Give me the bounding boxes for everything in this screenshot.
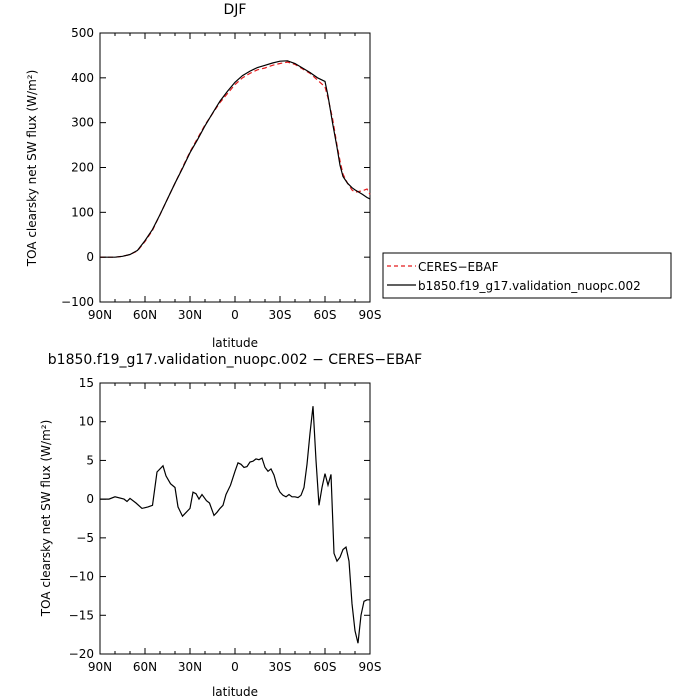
x-tick-label: 90N xyxy=(88,308,112,322)
x-axis-label: latitude xyxy=(212,685,258,699)
chart-title: DJF xyxy=(224,2,247,18)
y-tick-label: 15 xyxy=(79,376,94,390)
y-tick-label: −20 xyxy=(69,647,94,661)
y-axis-label: TOA clearsky net SW flux (W/m²) xyxy=(25,70,39,268)
series-group xyxy=(100,406,370,644)
legend-label-ceres: CERES−EBAF xyxy=(418,260,499,274)
x-tick-label: 60S xyxy=(314,660,337,674)
y-tick-label: 10 xyxy=(79,415,94,429)
chart-djf: DJF latitude 90N 60N 30N 0 30S 60S 90S 500 400 30… xyxy=(25,2,672,350)
y-tick-label: −100 xyxy=(61,295,94,309)
plot-frame xyxy=(99,382,371,655)
series-line-1 xyxy=(100,60,371,258)
x-tick-label: 30S xyxy=(269,660,292,674)
y-axis-label: TOA clearsky net SW flux (W/m²) xyxy=(39,420,53,618)
y-tick-label: −15 xyxy=(69,608,94,622)
chart-difference: b1850.f19_g17.validation_nuopc.002 − CER… xyxy=(39,352,422,699)
x-tick-label: 90S xyxy=(359,308,382,322)
x-tick-label: 30N xyxy=(178,660,202,674)
axes: 90N 60N 30N 0 30S 60S 90S 500 400 300 200 100 0 −100 xyxy=(61,26,381,322)
x-tick-label: 90N xyxy=(88,660,112,674)
y-tick-label: 0 xyxy=(86,492,94,506)
y-tick-label: 500 xyxy=(71,26,94,40)
x-tick-label: 30S xyxy=(269,308,292,322)
chart-title: b1850.f19_g17.validation_nuopc.002 − CER… xyxy=(48,352,422,368)
y-tick-label: 300 xyxy=(71,116,94,130)
plot-frame xyxy=(99,32,371,303)
y-tick-label: 400 xyxy=(71,71,94,85)
axes: 90N 60N 30N 0 30S 60S 90S 15 10 5 0 −5 −10 −15 −20 xyxy=(69,376,382,674)
legend: CERES−EBAF b1850.f19_g17.validation_nuop… xyxy=(382,252,672,299)
y-tick-label: −10 xyxy=(69,570,94,584)
x-tick-label: 30N xyxy=(178,308,202,322)
x-tick-label: 60N xyxy=(133,308,157,322)
x-tick-label: 90S xyxy=(359,660,382,674)
x-tick-label: 0 xyxy=(231,660,239,674)
x-tick-label: 0 xyxy=(231,308,239,322)
y-tick-label: 5 xyxy=(86,453,94,467)
y-tick-label: −5 xyxy=(76,531,94,545)
y-tick-label: 100 xyxy=(71,205,94,219)
x-axis-label: latitude xyxy=(212,336,258,350)
x-tick-label: 60N xyxy=(133,660,157,674)
series-line-0 xyxy=(100,406,370,644)
legend-box xyxy=(382,252,672,299)
legend-label-model: b1850.f19_g17.validation_nuopc.002 xyxy=(418,279,641,293)
y-tick-label: 200 xyxy=(71,161,94,175)
series-group xyxy=(100,60,371,258)
series-line-0 xyxy=(100,61,371,258)
x-tick-label: 60S xyxy=(314,308,337,322)
y-tick-label: 0 xyxy=(86,250,94,264)
